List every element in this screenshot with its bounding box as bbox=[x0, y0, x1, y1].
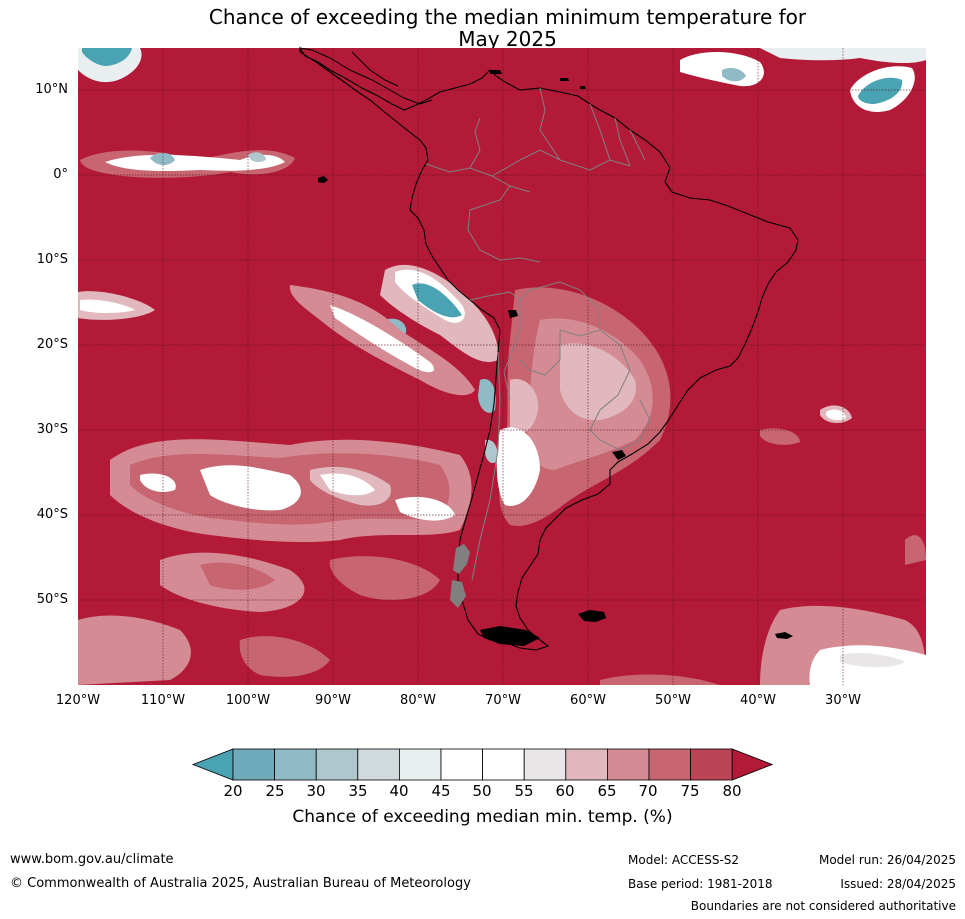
lon-label-100w: 100°W bbox=[225, 693, 271, 708]
lat-label-50s: 50°S bbox=[36, 592, 68, 607]
falkland-islands bbox=[578, 610, 606, 622]
colorbar-cell bbox=[648, 748, 691, 781]
colorbar-cell bbox=[232, 748, 275, 781]
colorbar-tick-60: 60 bbox=[555, 782, 575, 800]
colorbar-tick-50: 50 bbox=[472, 782, 492, 800]
lon-label-50w: 50°W bbox=[655, 693, 691, 708]
galapagos-islands bbox=[318, 176, 328, 183]
footer-model: Model: ACCESS-S2 bbox=[628, 853, 740, 867]
footer-model-run: Model run: 26/04/2025 bbox=[818, 853, 956, 867]
colorbar-cell bbox=[274, 748, 317, 781]
colorbar-extend-high bbox=[731, 748, 774, 781]
footer-base-period: Base period: 1981-2018 bbox=[628, 877, 773, 891]
lat-label-30s: 30°S bbox=[36, 422, 68, 437]
lat-label-0: 0° bbox=[53, 167, 68, 182]
lon-label-70w: 70°W bbox=[485, 693, 521, 708]
map-title-line2: May 2025 bbox=[458, 27, 557, 51]
colorbar-tick-45: 45 bbox=[431, 782, 451, 800]
colorbar-cell bbox=[482, 748, 525, 781]
lat-label-40s: 40°S bbox=[36, 507, 68, 522]
country-borders bbox=[425, 87, 651, 581]
footer-copyright: © Commonwealth of Australia 2025, Austra… bbox=[10, 876, 471, 891]
colorbar-tick-40: 40 bbox=[389, 782, 409, 800]
lon-label-90w: 90°W bbox=[315, 693, 351, 708]
colorbar-tick-70: 70 bbox=[638, 782, 658, 800]
colorbar-cell bbox=[523, 748, 567, 781]
chilean-archipelago bbox=[450, 544, 470, 608]
colorbar-tick-20: 20 bbox=[223, 782, 243, 800]
lon-label-80w: 80°W bbox=[400, 693, 436, 708]
lat-label-10n: 10°N bbox=[35, 82, 68, 97]
footer-issued: Issued: 28/04/2025 bbox=[840, 877, 956, 891]
colorbar-cell bbox=[315, 748, 359, 781]
colorbar-cell bbox=[607, 748, 650, 781]
lon-label-40w: 40°W bbox=[740, 693, 776, 708]
colorbar-cells bbox=[191, 748, 774, 781]
colorbar-tick-30: 30 bbox=[306, 782, 326, 800]
lat-label-10s: 10°S bbox=[36, 252, 68, 267]
lake-titicaca bbox=[508, 310, 518, 318]
colorbar-tick-75: 75 bbox=[680, 782, 700, 800]
colorbar-cell bbox=[440, 748, 483, 781]
caribbean-islands bbox=[490, 70, 586, 89]
central-america-coastline bbox=[299, 47, 433, 105]
colorbar-cell bbox=[357, 748, 400, 781]
footer-website: www.bom.gov.au/climate bbox=[10, 852, 174, 867]
colorbar-tick-35: 35 bbox=[348, 782, 368, 800]
lon-label-110w: 110°W bbox=[140, 693, 186, 708]
lat-label-20s: 20°S bbox=[36, 337, 68, 352]
patos-lagoon bbox=[612, 450, 626, 460]
colorbar-tick-80: 80 bbox=[722, 782, 742, 800]
probability-patches bbox=[78, 48, 926, 685]
colorbar-tick-65: 65 bbox=[597, 782, 617, 800]
south-georgia-island bbox=[775, 632, 793, 639]
tierra-del-fuego bbox=[480, 626, 540, 646]
colorbar-cell bbox=[690, 748, 733, 781]
lon-label-120w: 120°W bbox=[55, 693, 101, 708]
colorbar-extend-low bbox=[191, 748, 234, 781]
lon-label-30w: 30°W bbox=[825, 693, 861, 708]
map-title-line1: Chance of exceeding the median minimum t… bbox=[208, 5, 807, 29]
colorbar-cell bbox=[398, 748, 442, 781]
south-america-coastline bbox=[299, 46, 799, 651]
colorbar-label: Chance of exceeding median min. temp. (%… bbox=[292, 807, 673, 827]
colorbar-tick-25: 25 bbox=[265, 782, 285, 800]
map-graticule bbox=[78, 48, 926, 685]
footer-boundaries-note: Boundaries are not considered authoritat… bbox=[690, 899, 956, 913]
colorbar-tick-55: 55 bbox=[514, 782, 534, 800]
colorbar-cell bbox=[565, 748, 608, 781]
lon-label-60w: 60°W bbox=[570, 693, 606, 708]
